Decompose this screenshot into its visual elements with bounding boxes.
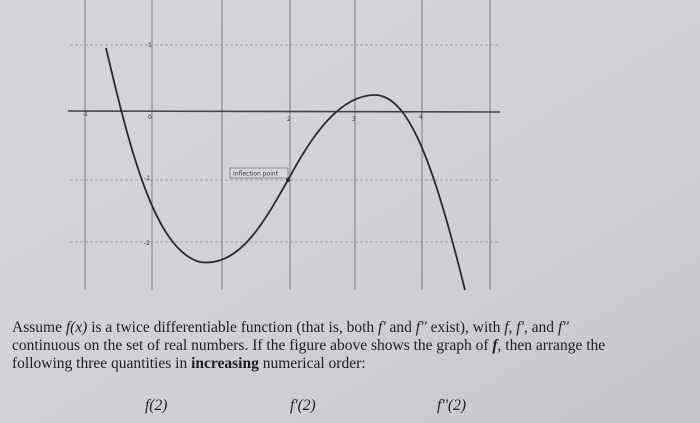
text-segment: f'' <box>558 319 570 336</box>
text-segment: f <box>492 337 499 354</box>
annotation: Inflection point <box>233 171 279 178</box>
text-segment: , then arrange the <box>498 337 606 354</box>
text-segment: f, f' <box>504 319 524 336</box>
quantity: f''(2) <box>437 397 466 414</box>
x-tick-label: 0 <box>148 114 152 121</box>
text-segment: Assume <box>12 319 66 336</box>
x-tick-label: 2 <box>287 116 291 123</box>
text-line: following three quantities in increasing… <box>12 355 366 372</box>
y-tick-label: 1 <box>148 42 152 49</box>
x-tick-label: -1 <box>82 111 88 118</box>
text-segment: exist), with <box>427 319 505 336</box>
quantity: f(2) <box>145 397 167 414</box>
x-tick-label: 4 <box>419 114 423 121</box>
inflection-point <box>286 178 290 182</box>
text-segment: f(x) <box>66 319 88 336</box>
x-tick-label: 3 <box>352 116 356 123</box>
text-segment: continuous on the set of real numbers. I… <box>12 337 492 354</box>
text-segment: , and <box>524 319 558 336</box>
text-line: Assume f(x) is a twice differentiable fu… <box>12 319 570 336</box>
y-tick-label: -2 <box>144 240 150 247</box>
text-line: continuous on the set of real numbers. I… <box>12 337 605 354</box>
problem-text: Assume f(x) is a twice differentiable fu… <box>12 319 605 414</box>
annotation-box <box>229 167 289 179</box>
text-segment: numerical order: <box>259 355 366 372</box>
text-segment: is a twice differentiable function (that… <box>87 319 378 336</box>
text-segment: f' <box>378 319 386 336</box>
y-tick-label: -1 <box>144 175 150 182</box>
graph: Inflection point -1 0 2 3 4 1 -1 -2 <box>67 0 501 291</box>
text-segment: f'' <box>416 319 428 336</box>
text-segment: following three quantities in <box>12 355 191 372</box>
text-segment: increasing <box>191 355 259 372</box>
text-segment: and <box>386 319 416 336</box>
x-axis <box>67 110 501 113</box>
quantity: f'(2) <box>290 397 316 414</box>
